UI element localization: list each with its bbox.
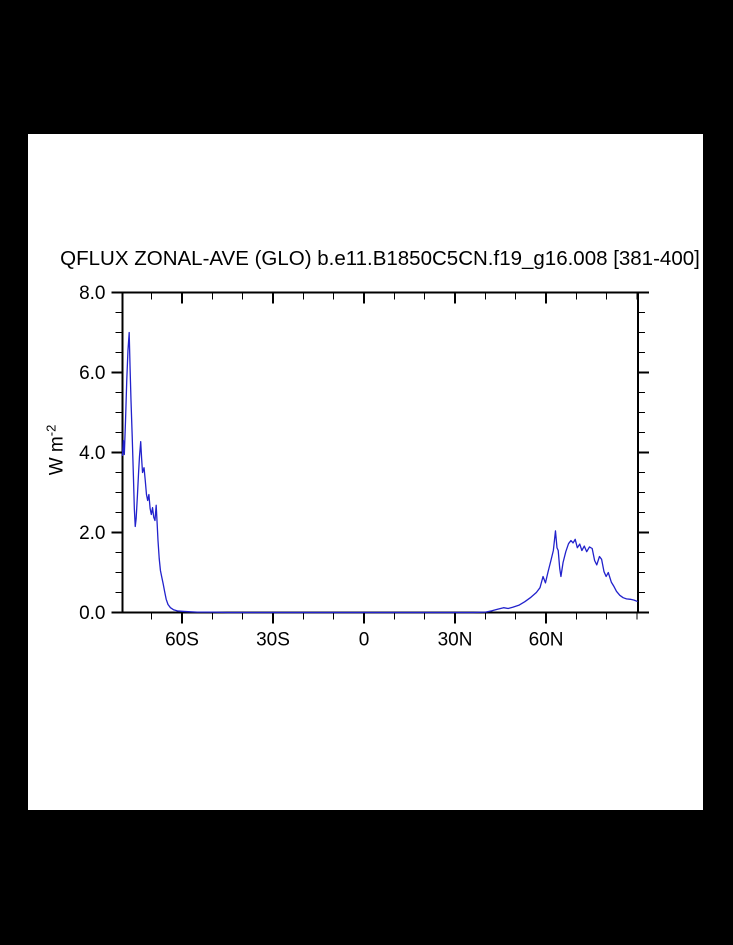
plot-frame (121, 291, 639, 614)
x-tick-label: 30S (256, 630, 290, 651)
plot-page: QFLUX ZONAL-AVE (GLO) b.e11.B1850C5CN.f1… (28, 134, 703, 810)
data-line (121, 331, 638, 614)
y-tick-label: 0.0 (79, 603, 105, 624)
plot-title: QFLUX ZONAL-AVE (GLO) b.e11.B1850C5CN.f1… (60, 247, 700, 270)
x-tick-label: 60S (165, 630, 199, 651)
plot-canvas: 60S 30S 0 30N 60N 0.0 2.0 4.0 6.0 8.0 (79, 283, 649, 651)
y-tick-label: 8.0 (79, 283, 105, 304)
y-tick-label: 6.0 (79, 363, 105, 384)
x-tick-label: 30N (438, 630, 473, 651)
x-tick-label: 0 (359, 630, 370, 651)
x-tick-label: 60N (529, 630, 564, 651)
y-tick-label: 2.0 (79, 523, 105, 544)
y-tick-label: 4.0 (79, 443, 105, 464)
